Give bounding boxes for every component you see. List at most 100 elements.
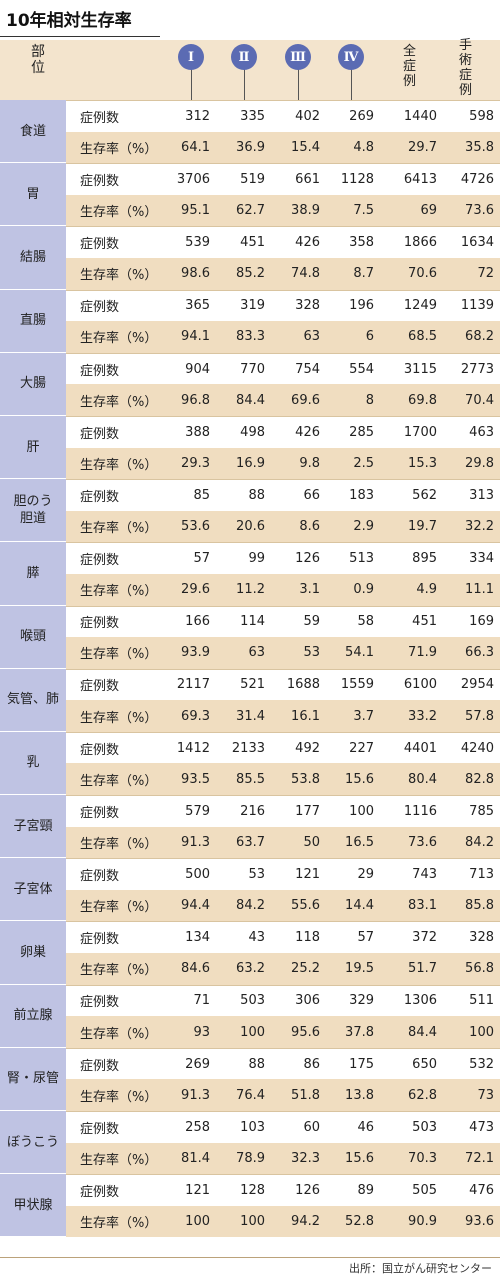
stage-divider-line (298, 66, 299, 100)
table-row-group: 肝症例数 388 498 426 285 1700 463 生存率（%） 29.3 16.9 9.8… (0, 415, 500, 480)
table-row-group: 食道 症例数 312 335 402 269 1440 598 生存率（%） 64.1 36.9 15… (0, 100, 500, 164)
cases-cell: 661 (295, 171, 320, 187)
site-label: 乳 (0, 731, 66, 796)
cases-cell: 895 (412, 551, 437, 567)
table-row-group: 結腸 症例数 539 451 426 358 1866 1634 生存率（%） 98.6 85.2 7… (0, 226, 500, 290)
cases-row: 症例数 3706 519 661 1128 6413 4726 (66, 163, 500, 195)
table-body: 食道 症例数 312 335 402 269 1440 598 生存率（%） 64.1 36.9 15… (0, 100, 500, 1238)
cases-cell: 388 (185, 424, 210, 440)
cases-cell: 312 (185, 108, 210, 124)
survival-label: 生存率（%） (80, 331, 158, 347)
survival-cell: 4.8 (353, 139, 374, 155)
cases-cell: 134 (185, 930, 210, 946)
cases-label: 症例数 (80, 679, 120, 695)
survival-cell: 85.5 (236, 771, 265, 787)
cases-cell: 511 (469, 993, 494, 1009)
title-underline (0, 36, 160, 37)
table-row-group: 前立腺 症例数 71 503 306 329 1306 511 生存率（%） 93 100 95.6 3… (0, 984, 500, 1048)
survival-row: 生存率（%） 96.8 84.4 69.6 8 69.8 70.4 (66, 384, 500, 416)
table-row-group: 気管、肺 症例数 2117 521 1688 1559 6100 2954 生存率（%） 69.3… (0, 668, 500, 732)
survival-cell: 94.2 (291, 1214, 320, 1230)
survival-cell: 2.9 (353, 519, 374, 535)
survival-cell: 16.5 (345, 834, 374, 850)
survival-cell: 16.9 (236, 455, 265, 471)
survival-row: 生存率（%） 95.1 62.7 38.9 7.5 69 73.6 (66, 194, 500, 227)
survival-cell: 70.6 (408, 266, 437, 282)
cases-row: 症例数 1412 2133 492 227 4401 4240 (66, 731, 500, 764)
cases-cell: 500 (185, 867, 210, 883)
cases-cell: 579 (185, 803, 210, 819)
survival-cell: 69.3 (181, 708, 210, 724)
survival-cell: 69.8 (408, 392, 437, 408)
cases-cell: 329 (349, 993, 374, 1009)
survival-label: 生存率（%） (80, 963, 158, 979)
cases-cell: 1412 (176, 740, 210, 756)
survival-cell: 100 (469, 1024, 494, 1040)
survival-label: 生存率（%） (80, 141, 158, 157)
table-row-group: 卵巣 症例数 134 43 118 57 372 328 生存率（%） 84.6 63.2 25.2 1… (0, 921, 500, 985)
header-surgical-cases-char: 術 (458, 53, 472, 68)
cases-cell: 121 (295, 867, 320, 883)
cases-cell: 513 (349, 551, 374, 567)
survival-cell: 63.2 (236, 961, 265, 977)
cases-cell: 269 (185, 1056, 210, 1072)
cases-cell: 285 (349, 424, 374, 440)
survival-cell: 31.4 (236, 708, 265, 724)
cases-cell: 1866 (403, 235, 437, 251)
survival-label: 生存率（%） (80, 1026, 158, 1042)
survival-cell: 63 (303, 329, 320, 345)
header-surgical-cases: 手 術 症 例 (458, 38, 473, 98)
cases-cell: 99 (248, 551, 265, 567)
stage-1-header: Ⅰ (172, 42, 212, 100)
cases-cell: 89 (357, 1182, 374, 1198)
cases-cell: 785 (469, 803, 494, 819)
survival-cell: 15.4 (291, 139, 320, 155)
cases-cell: 53 (248, 867, 265, 883)
header-part-char: 部 (31, 44, 45, 60)
survival-cell: 2.5 (353, 455, 374, 471)
survival-cell: 51.7 (408, 961, 437, 977)
cases-cell: 126 (295, 1182, 320, 1198)
cases-cell: 532 (469, 1056, 494, 1072)
survival-row: 生存率（%） 91.3 63.7 50 16.5 73.6 84.2 (66, 826, 500, 859)
cases-row: 症例数 85 88 66 183 562 313 (66, 479, 500, 511)
survival-cell: 3.7 (353, 708, 374, 724)
cases-label: 症例数 (80, 932, 120, 948)
survival-cell: 64.1 (181, 139, 210, 155)
survival-cell: 84.6 (181, 961, 210, 977)
cases-cell: 713 (469, 867, 494, 883)
cases-label: 症例数 (80, 173, 120, 189)
survival-cell: 33.2 (408, 708, 437, 724)
cases-cell: 126 (295, 551, 320, 567)
cases-cell: 57 (193, 551, 210, 567)
survival-cell: 70.3 (408, 1150, 437, 1166)
survival-cell: 98.6 (181, 266, 210, 282)
survival-label: 生存率（%） (80, 205, 158, 221)
survival-cell: 100 (185, 1214, 210, 1230)
survival-cell: 100 (240, 1214, 265, 1230)
cases-label: 症例数 (80, 995, 120, 1011)
survival-label: 生存率（%） (80, 836, 158, 852)
cases-cell: 2117 (176, 677, 210, 693)
table-row-group: ぼうこう 症例数 258 103 60 46 503 473 生存率（%） 81.4 78.9 32.… (0, 1111, 500, 1175)
cases-cell: 166 (185, 614, 210, 630)
cases-cell: 1634 (460, 235, 494, 251)
header-all-cases-char: 症 (402, 59, 416, 74)
title-bar: 10年相対生存率 (0, 0, 500, 40)
table-row-group: 膵症例数 57 99 126 513 895 334 生存率（%） 29.6 11.2 3.1 0.9… (0, 542, 500, 606)
survival-cell: 56.8 (465, 961, 494, 977)
survival-cell: 74.8 (291, 266, 320, 282)
survival-row: 生存率（%） 81.4 78.9 32.3 15.6 70.3 72.1 (66, 1142, 500, 1175)
survival-cell: 85.2 (236, 266, 265, 282)
cases-cell: 227 (349, 740, 374, 756)
cases-row: 症例数 269 88 86 175 650 532 (66, 1047, 500, 1080)
survival-row: 生存率（%） 64.1 36.9 15.4 4.8 29.7 35.8 (66, 131, 500, 164)
survival-cell: 62.7 (236, 203, 265, 219)
header-surgical-cases-char: 例 (458, 83, 472, 98)
site-label: 大腸 (0, 352, 66, 416)
header-surgical-cases-char: 手 (458, 38, 472, 53)
survival-label: 生存率（%） (80, 268, 158, 284)
bottom-rule (0, 1257, 500, 1258)
stage-4-badge: Ⅳ (338, 44, 364, 70)
survival-label: 生存率（%） (80, 710, 158, 726)
